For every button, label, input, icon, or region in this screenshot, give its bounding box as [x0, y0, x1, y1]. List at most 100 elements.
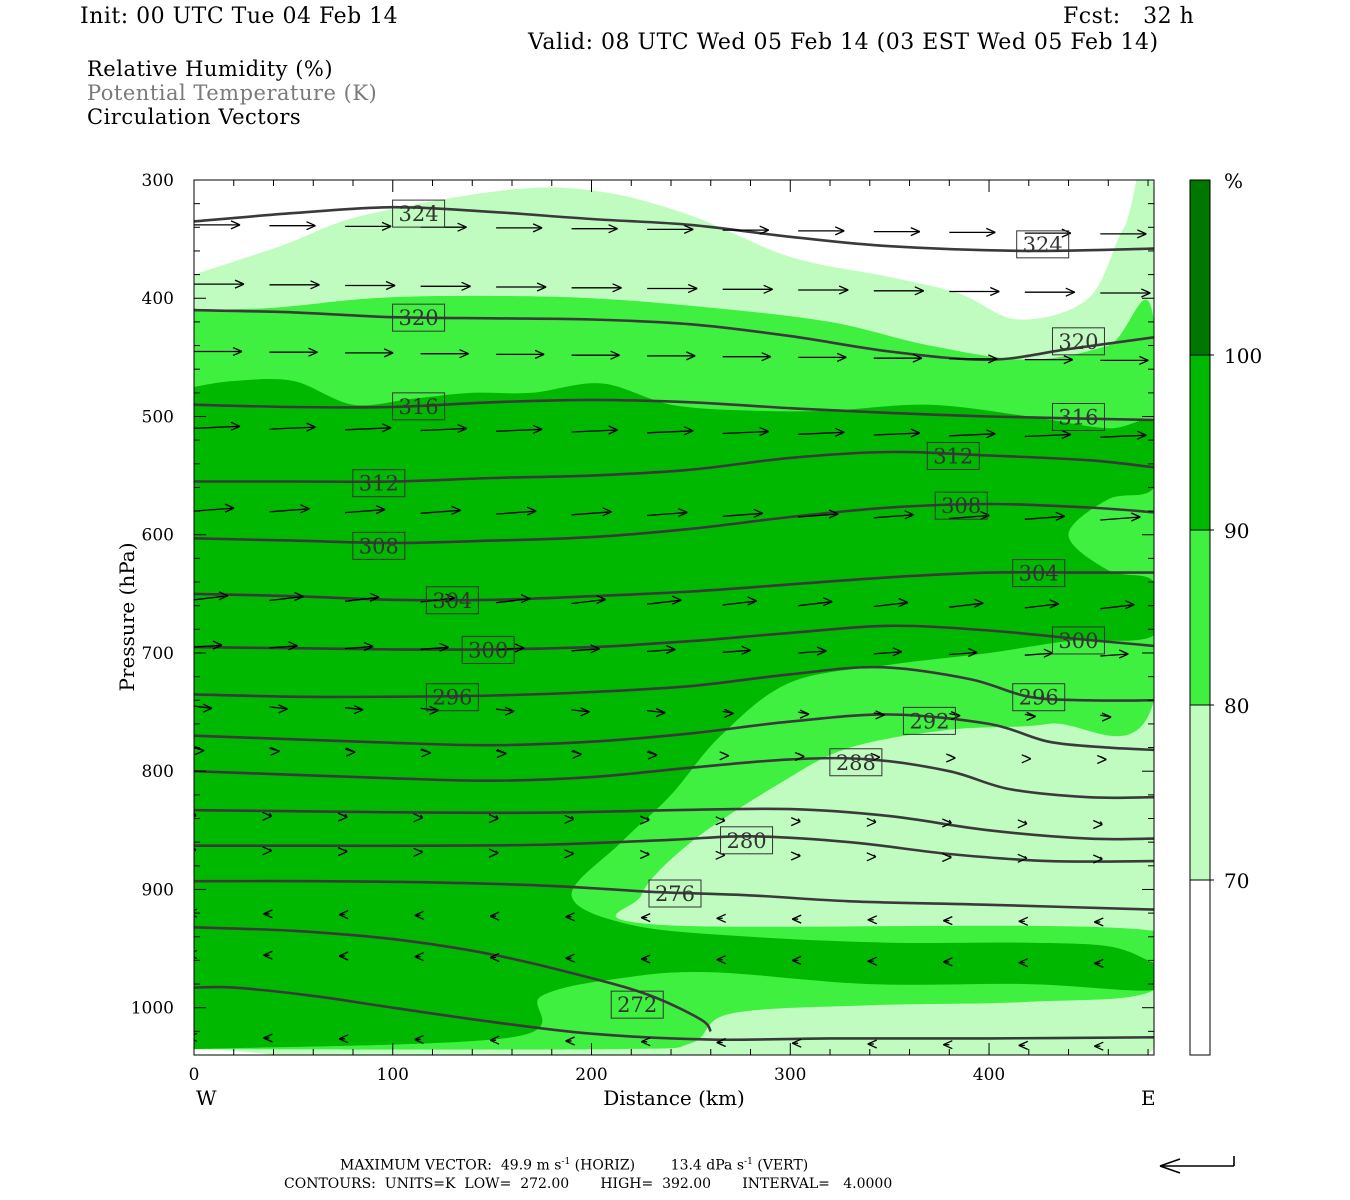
circulation-vector-head [816, 646, 827, 656]
theta-label-box-320 [392, 303, 446, 332]
circulation-vector [571, 598, 606, 605]
circulation-vector-head [677, 507, 688, 518]
circulation-vector-head [564, 814, 574, 824]
circulation-vector [194, 595, 229, 601]
circulation-vector-head [1101, 712, 1112, 722]
circulation-vector-head [345, 747, 356, 757]
circulation-vector-head [194, 1032, 198, 1042]
circulation-vector [496, 510, 537, 515]
circulation-vector-head [278, 704, 288, 714]
legend-potential-temperature: Potential Temperature (K) [87, 81, 378, 105]
theta-label-296: 296 [432, 686, 472, 710]
circulation-vector-head [904, 510, 915, 520]
y-tick-label: 600 [142, 526, 174, 546]
circulation-vector-head [381, 221, 392, 231]
circulation-vector-head [1018, 958, 1029, 968]
circulation-vector [722, 600, 757, 606]
x-tick-label: 300 [774, 1065, 806, 1085]
circulation-vector-head [1093, 819, 1103, 830]
circulation-vector-head [790, 817, 801, 827]
circulation-vector-head [867, 1039, 878, 1049]
circulation-vector-head [943, 1040, 953, 1050]
circulation-vector-head [590, 644, 600, 654]
circulation-vector-head [943, 916, 953, 926]
theta-contour-300 [194, 624, 1154, 651]
circulation-vector-head [421, 748, 431, 758]
circulation-vector-head [263, 909, 273, 919]
circulation-vector-head [262, 811, 272, 821]
circulation-vector-head [892, 647, 903, 657]
circulation-vector-head [761, 352, 771, 362]
circulation-vector [798, 650, 827, 654]
circulation-vector-head [608, 425, 618, 435]
circulation-vector [722, 649, 751, 653]
plot-frame [193, 179, 1155, 1056]
circulation-vector-head [1131, 512, 1141, 522]
circulation-vector-head [263, 1033, 273, 1043]
circulation-vector [194, 425, 241, 429]
circulation-vector-head [526, 506, 537, 516]
theta-label-box-300 [461, 635, 515, 664]
circulation-vector [949, 433, 996, 437]
circulation-vector-head [263, 950, 273, 960]
circulation-vector-head [1094, 1041, 1104, 1051]
circulation-vector-head [1017, 819, 1028, 829]
reference-vector-arrow [1159, 1156, 1235, 1174]
circulation-vector [345, 707, 364, 711]
circulation-vector-head [580, 707, 590, 717]
circulation-vector [1100, 653, 1129, 657]
y-tick-label: 900 [142, 880, 174, 900]
circulation-vector-head [414, 952, 424, 962]
circulation-vector-head [414, 1034, 424, 1045]
circulation-vector-head [716, 955, 726, 965]
circulation-vector-head [1021, 754, 1032, 764]
circulation-vector-head [294, 591, 304, 602]
theta-label-box-312 [352, 469, 406, 498]
colorbar-frame [1189, 179, 1211, 1056]
theta-label-296: 296 [1019, 686, 1059, 710]
circulation-vector-head [1141, 288, 1151, 298]
theta-contour-292 [194, 713, 1154, 752]
circulation-vector [269, 706, 288, 710]
circulation-vector-head [990, 286, 1000, 297]
circulation-vector-head [1017, 853, 1028, 863]
circulation-vector [345, 596, 380, 602]
circulation-vector-head [640, 1037, 651, 1047]
x-tick-label: 0 [189, 1065, 200, 1085]
circulation-vector [798, 601, 833, 607]
circulation-vector-head [799, 709, 810, 719]
theta-label-box-300 [1051, 626, 1105, 655]
circulation-vector [798, 513, 839, 518]
circulation-vector-head [647, 750, 658, 760]
circulation-vector [420, 509, 461, 514]
circulation-vector-head [683, 426, 694, 436]
circulation-vector [873, 432, 920, 436]
circulation-vector [571, 648, 600, 652]
valid-time: Valid: 08 UTC Wed 05 Feb 14 (03 EST Wed … [528, 30, 1159, 55]
circulation-vector [722, 430, 769, 435]
circulation-vector-head [1093, 854, 1103, 864]
circulation-vector-head [306, 422, 316, 432]
circulation-vector-head [822, 597, 833, 607]
circulation-vector-head [716, 1037, 726, 1048]
circulation-vector-head [753, 508, 763, 518]
circulation-vector-head [375, 505, 386, 515]
circulation-vector-head [687, 283, 698, 294]
circulation-vector-head [451, 505, 461, 515]
circulation-vector-head [496, 748, 507, 759]
circulation-vector [345, 645, 374, 650]
circulation-vector-head [489, 952, 500, 963]
circulation-vector-head [338, 910, 349, 920]
circulation-vector-head [914, 286, 925, 296]
circulation-vector-head [300, 504, 310, 514]
circulation-vector-head [457, 222, 467, 232]
circulation-vector-head [640, 913, 651, 923]
colorbar-segment [1190, 880, 1210, 1055]
circulation-vector [194, 705, 213, 709]
theta-label-box-320 [1051, 327, 1105, 356]
circulation-vector-head [1125, 600, 1135, 610]
theta-label-320: 320 [399, 306, 439, 330]
colorbar-label: 70 [1224, 869, 1249, 893]
circulation-vector-head [1055, 511, 1066, 521]
y-tick-label: 500 [142, 407, 174, 427]
